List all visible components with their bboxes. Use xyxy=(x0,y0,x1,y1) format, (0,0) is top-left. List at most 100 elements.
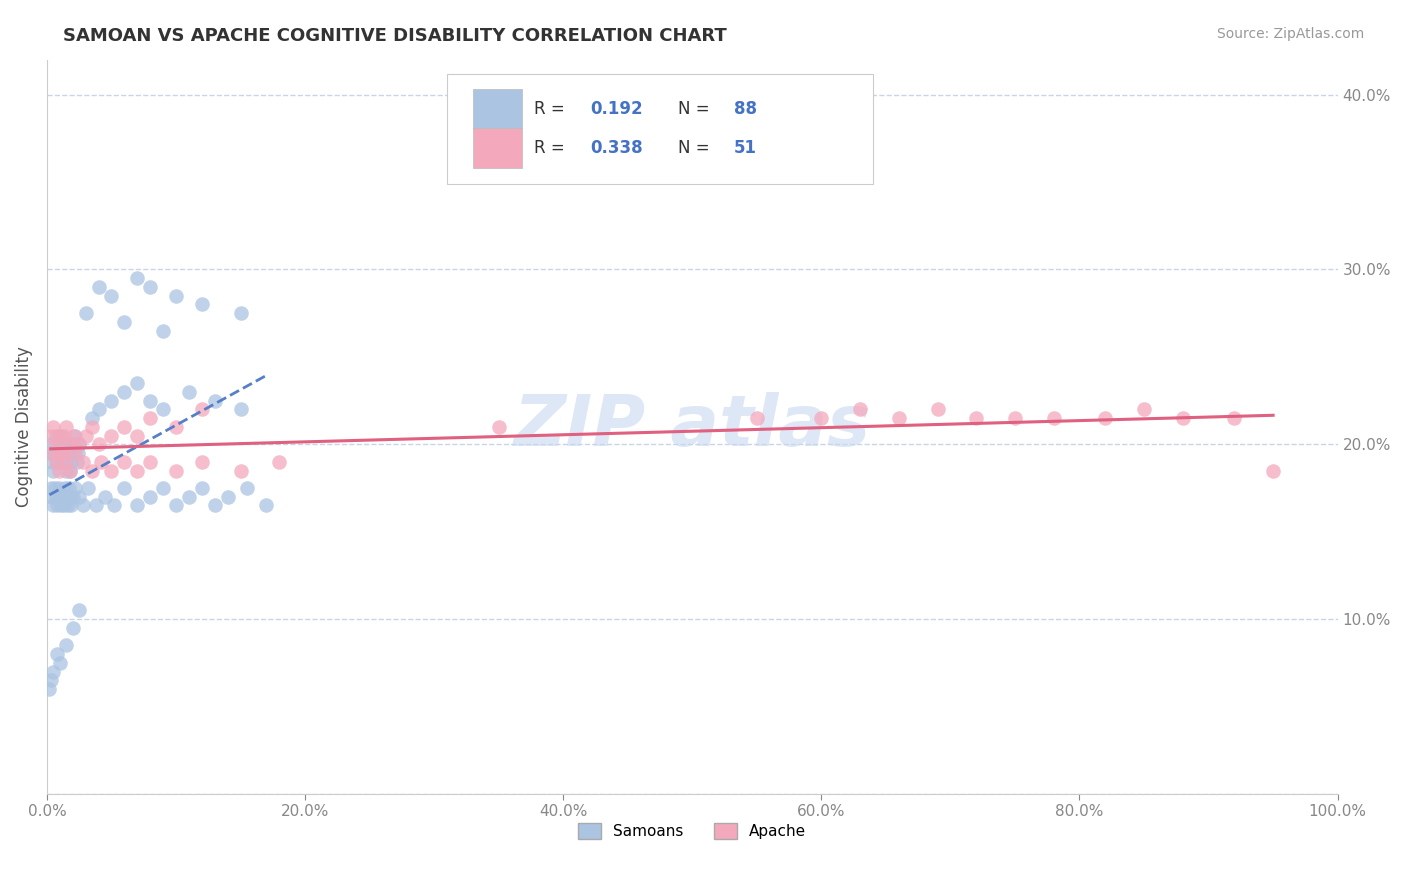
Point xyxy=(65,428,87,442)
Text: 0.338: 0.338 xyxy=(591,139,643,157)
Point xyxy=(177,490,200,504)
FancyBboxPatch shape xyxy=(472,89,522,128)
Point xyxy=(52,499,75,513)
Point xyxy=(139,411,162,425)
Point xyxy=(152,402,174,417)
Point xyxy=(269,455,291,469)
Point xyxy=(65,481,87,495)
Point xyxy=(41,490,63,504)
Point xyxy=(44,446,66,460)
FancyBboxPatch shape xyxy=(447,74,873,185)
Point xyxy=(77,481,100,495)
Point xyxy=(45,455,67,469)
Point xyxy=(48,463,70,477)
Point xyxy=(66,446,89,460)
Point xyxy=(72,499,94,513)
Point xyxy=(127,428,149,442)
Legend: Samoans, Apache: Samoans, Apache xyxy=(572,817,813,845)
Point xyxy=(217,490,239,504)
Point xyxy=(165,288,187,302)
Point xyxy=(39,437,62,451)
Point xyxy=(927,402,949,417)
Point xyxy=(112,455,135,469)
Point xyxy=(100,428,122,442)
Point xyxy=(965,411,987,425)
Point xyxy=(1171,411,1194,425)
Point xyxy=(48,428,70,442)
Point xyxy=(204,393,226,408)
Text: Source: ZipAtlas.com: Source: ZipAtlas.com xyxy=(1216,27,1364,41)
Point xyxy=(65,446,87,460)
Point xyxy=(42,446,65,460)
Point xyxy=(46,455,69,469)
Point xyxy=(165,419,187,434)
Point xyxy=(80,463,103,477)
Point xyxy=(1261,463,1284,477)
Point xyxy=(112,315,135,329)
Point xyxy=(849,402,872,417)
Point xyxy=(229,402,252,417)
Point xyxy=(62,490,84,504)
Point xyxy=(139,280,162,294)
Point xyxy=(49,428,72,442)
Point xyxy=(84,499,107,513)
Point xyxy=(488,419,510,434)
Point xyxy=(103,499,125,513)
Point xyxy=(87,402,110,417)
Point xyxy=(127,463,149,477)
Text: N =: N = xyxy=(678,139,714,157)
Point xyxy=(127,499,149,513)
Point xyxy=(46,647,69,661)
Point xyxy=(55,639,77,653)
Point xyxy=(60,499,83,513)
Point xyxy=(204,499,226,513)
Point xyxy=(45,437,67,451)
Point xyxy=(52,428,75,442)
Point xyxy=(51,490,73,504)
Point xyxy=(51,455,73,469)
Point xyxy=(58,437,80,451)
Point xyxy=(59,463,82,477)
Point xyxy=(49,499,72,513)
Point xyxy=(38,682,60,697)
Point xyxy=(1004,411,1026,425)
Point xyxy=(42,499,65,513)
Point xyxy=(1094,411,1116,425)
Point xyxy=(229,306,252,320)
Text: 0.192: 0.192 xyxy=(591,100,643,118)
Point xyxy=(62,446,84,460)
Point xyxy=(112,419,135,434)
Point xyxy=(51,446,73,460)
FancyBboxPatch shape xyxy=(472,128,522,168)
Point xyxy=(59,463,82,477)
Point xyxy=(152,324,174,338)
Point xyxy=(56,446,79,460)
Point xyxy=(41,455,63,469)
Point xyxy=(65,455,87,469)
Point xyxy=(112,384,135,399)
Point xyxy=(42,419,65,434)
Point xyxy=(49,656,72,670)
Point xyxy=(112,481,135,495)
Point xyxy=(87,280,110,294)
Point xyxy=(229,463,252,477)
Point xyxy=(63,437,86,451)
Point xyxy=(49,446,72,460)
Point xyxy=(191,455,214,469)
Point xyxy=(58,481,80,495)
Point xyxy=(67,603,90,617)
Point xyxy=(80,419,103,434)
Point xyxy=(1133,402,1156,417)
Point xyxy=(80,411,103,425)
Point xyxy=(139,393,162,408)
Point xyxy=(44,481,66,495)
Point xyxy=(139,455,162,469)
Text: 88: 88 xyxy=(734,100,756,118)
Point xyxy=(56,499,79,513)
Point xyxy=(67,437,90,451)
Point xyxy=(127,271,149,285)
Point xyxy=(55,490,77,504)
Point xyxy=(49,446,72,460)
Point xyxy=(63,428,86,442)
Point xyxy=(745,411,768,425)
